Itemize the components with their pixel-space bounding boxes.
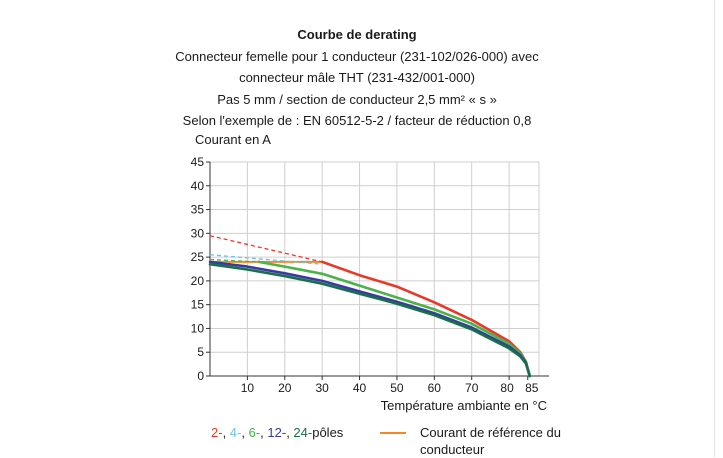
x-tick-label: 10	[241, 381, 255, 395]
legend-2-poles: 2-	[211, 425, 223, 440]
series-line-4-dashed	[209, 254, 323, 265]
y-tick-label: 40	[191, 179, 205, 193]
chart-series	[208, 235, 532, 378]
y-tick-label: 30	[191, 226, 205, 240]
legend-sep: ,	[286, 425, 294, 440]
series-line-2	[320, 260, 532, 378]
chart-subtitle-4: Selon l'exemple de : EN 60512-5-2 / fact…	[182, 113, 532, 128]
legend-poles: 2-, 4-, 6-, 12-, 24-pôles	[211, 424, 343, 441]
chart-titles: Courbe de derating Connecteur femelle po…	[0, 24, 714, 132]
legend-24-poles: 24-	[293, 425, 313, 440]
x-tick-label: 85	[525, 381, 539, 395]
y-tick-label: 20	[191, 274, 205, 288]
chart-tick-labels: 0 5 10 15 20 25 30 35 40 45 10 20 30 40 50 60 70 80 85 Temp…	[191, 155, 547, 413]
chart-title: Courbe de derating	[297, 27, 417, 42]
y-tick-label: 10	[191, 321, 205, 335]
x-tick-label: 80	[500, 381, 514, 395]
legend-reference-label: Courant de référence du conducteur	[420, 425, 561, 457]
chart-axes	[206, 161, 549, 380]
chart-subtitle-1: Connecteur femelle pour 1 conducteur (23…	[175, 48, 539, 64]
series-line-24	[208, 262, 532, 378]
legend-12-poles: 12-	[267, 425, 287, 440]
x-tick-label: 20	[278, 381, 292, 395]
chart-subtitle-3: Pas 5 mm / section de conducteur 2,5 mm²…	[217, 91, 497, 107]
y-tick-label: 25	[191, 250, 205, 264]
x-tick-label: 30	[315, 381, 329, 395]
x-tick-label: 60	[428, 381, 442, 395]
legend-4-poles: 4-	[229, 425, 242, 440]
series-line-6-dashed	[209, 258, 259, 263]
legend-sep: ,	[241, 425, 249, 440]
y-tick-label: 0	[197, 369, 204, 383]
legend-sep: ,	[222, 425, 230, 440]
y-tick-label: 15	[191, 298, 205, 312]
y-tick-label: 5	[197, 345, 204, 359]
x-tick-label: 50	[390, 381, 404, 395]
x-tick-label: 40	[353, 381, 367, 395]
legend-sep: ,	[260, 425, 268, 440]
legend-6-poles: 6-	[248, 425, 261, 440]
y-axis-unit-label: Courant en A	[195, 132, 271, 147]
x-tick-label: 70	[465, 381, 479, 395]
y-tick-label: 45	[191, 155, 205, 169]
chart-subtitle-2: connecteur mâle THT (231-432/001-000)	[239, 70, 475, 85]
x-axis-title: Température ambiante en °C	[381, 398, 547, 413]
legend-reference-swatch	[380, 432, 406, 434]
series-line-2-dashed	[209, 235, 323, 263]
y-tick-label: 35	[191, 203, 205, 217]
legend-poles-suffix: pôles	[312, 425, 344, 440]
